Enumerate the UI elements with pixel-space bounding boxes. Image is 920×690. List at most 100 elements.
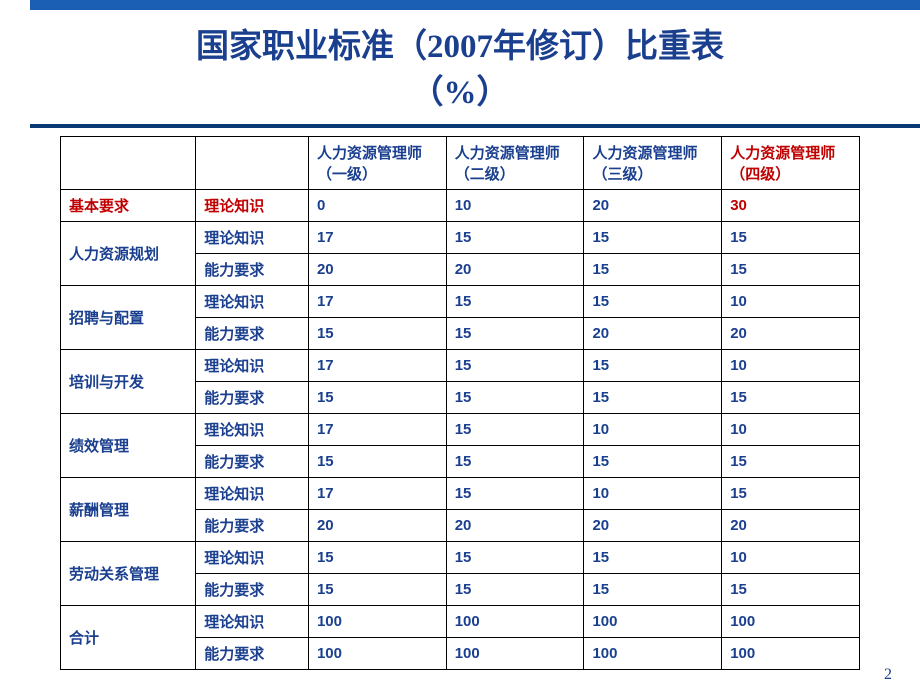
sub-ability: 能力要求: [196, 574, 309, 606]
sub-theory: 理论知识: [196, 478, 309, 510]
cell: 15: [722, 478, 860, 510]
row-comp-theory: 薪酬管理 理论知识 17 15 10 15: [61, 478, 860, 510]
sub-ability: 能力要求: [196, 254, 309, 286]
cat-training: 培训与开发: [61, 350, 196, 414]
weight-table: 人力资源管理师（一级） 人力资源管理师（二级） 人力资源管理师（三级） 人力资源…: [60, 136, 860, 670]
cell: 15: [308, 318, 446, 350]
cell: 15: [446, 478, 584, 510]
sub-theory: 理论知识: [196, 606, 309, 638]
header-col-2: 人力资源管理师（二级）: [446, 137, 584, 190]
cell: 15: [584, 382, 722, 414]
cell: 100: [308, 606, 446, 638]
cat-planning: 人力资源规划: [61, 222, 196, 286]
row-training-theory: 培训与开发 理论知识 17 15 15 10: [61, 350, 860, 382]
cell: 15: [446, 382, 584, 414]
row-total-theory: 合计 理论知识 100 100 100 100: [61, 606, 860, 638]
cell: 15: [584, 286, 722, 318]
cell: 20: [722, 318, 860, 350]
cat-labor: 劳动关系管理: [61, 542, 196, 606]
cell: 15: [584, 446, 722, 478]
sub-ability: 能力要求: [196, 510, 309, 542]
cell: 15: [446, 286, 584, 318]
cell: 15: [446, 350, 584, 382]
row-recruit-theory: 招聘与配置 理论知识 17 15 15 10: [61, 286, 860, 318]
cell: 15: [308, 446, 446, 478]
row-labor-theory: 劳动关系管理 理论知识 15 15 15 10: [61, 542, 860, 574]
cat-recruit: 招聘与配置: [61, 286, 196, 350]
header-empty-1: [61, 137, 196, 190]
cell: 17: [308, 286, 446, 318]
sub-ability: 能力要求: [196, 446, 309, 478]
cell: 100: [446, 638, 584, 670]
sub-basic-theory: 理论知识: [196, 190, 309, 222]
cell: 15: [584, 542, 722, 574]
cell: 15: [308, 382, 446, 414]
cell: 10: [584, 478, 722, 510]
cell: 15: [308, 574, 446, 606]
cell: 20: [308, 254, 446, 286]
sub-ability: 能力要求: [196, 382, 309, 414]
title-line-2: （%）: [0, 70, 920, 116]
row-perf-theory: 绩效管理 理论知识 17 15 10 10: [61, 414, 860, 446]
sub-theory: 理论知识: [196, 222, 309, 254]
cell: 20: [722, 510, 860, 542]
sub-theory: 理论知识: [196, 286, 309, 318]
cell: 15: [446, 446, 584, 478]
header-band: 国家职业标准（2007年修订）比重表 （%）: [0, 0, 920, 128]
sub-theory: 理论知识: [196, 414, 309, 446]
cell: 10: [722, 542, 860, 574]
header-col-4: 人力资源管理师（四级）: [722, 137, 860, 190]
cell: 15: [722, 574, 860, 606]
cell: 15: [584, 254, 722, 286]
header-col-3: 人力资源管理师（三级）: [584, 137, 722, 190]
cell: 100: [308, 638, 446, 670]
cell: 15: [308, 542, 446, 574]
cell: 20: [446, 510, 584, 542]
cell: 17: [308, 222, 446, 254]
title-line-1: 国家职业标准（2007年修订）比重表: [0, 24, 920, 70]
cell: 100: [722, 606, 860, 638]
header-empty-2: [196, 137, 309, 190]
cell: 17: [308, 414, 446, 446]
cell: 10: [722, 350, 860, 382]
cell: 10: [722, 286, 860, 318]
cell: 20: [584, 510, 722, 542]
cell: 10: [722, 414, 860, 446]
header-col-1: 人力资源管理师（一级）: [308, 137, 446, 190]
cell: 15: [722, 382, 860, 414]
cell: 100: [446, 606, 584, 638]
cell: 20: [584, 318, 722, 350]
cell: 15: [722, 222, 860, 254]
cell: 15: [584, 350, 722, 382]
cell: 10: [446, 190, 584, 222]
sub-ability: 能力要求: [196, 638, 309, 670]
cell: 15: [446, 542, 584, 574]
header-row: 人力资源管理师（一级） 人力资源管理师（二级） 人力资源管理师（三级） 人力资源…: [61, 137, 860, 190]
title-container: 国家职业标准（2007年修订）比重表 （%）: [0, 10, 920, 124]
cell: 20: [446, 254, 584, 286]
sub-ability: 能力要求: [196, 318, 309, 350]
cell: 15: [722, 446, 860, 478]
cat-total: 合计: [61, 606, 196, 670]
cell: 15: [722, 254, 860, 286]
cell: 20: [584, 190, 722, 222]
row-planning-theory: 人力资源规划 理论知识 17 15 15 15: [61, 222, 860, 254]
cell: 15: [446, 318, 584, 350]
cell: 100: [722, 638, 860, 670]
cat-perf: 绩效管理: [61, 414, 196, 478]
cell: 17: [308, 350, 446, 382]
cell: 15: [584, 222, 722, 254]
cell: 0: [308, 190, 446, 222]
cell: 15: [446, 222, 584, 254]
sub-theory: 理论知识: [196, 542, 309, 574]
cell: 15: [446, 414, 584, 446]
cell: 17: [308, 478, 446, 510]
cell: 10: [584, 414, 722, 446]
cell: 100: [584, 606, 722, 638]
cell: 20: [308, 510, 446, 542]
cat-basic: 基本要求: [61, 190, 196, 222]
sub-theory: 理论知识: [196, 350, 309, 382]
cat-comp: 薪酬管理: [61, 478, 196, 542]
cell: 15: [446, 574, 584, 606]
row-basic: 基本要求 理论知识 0 10 20 30: [61, 190, 860, 222]
